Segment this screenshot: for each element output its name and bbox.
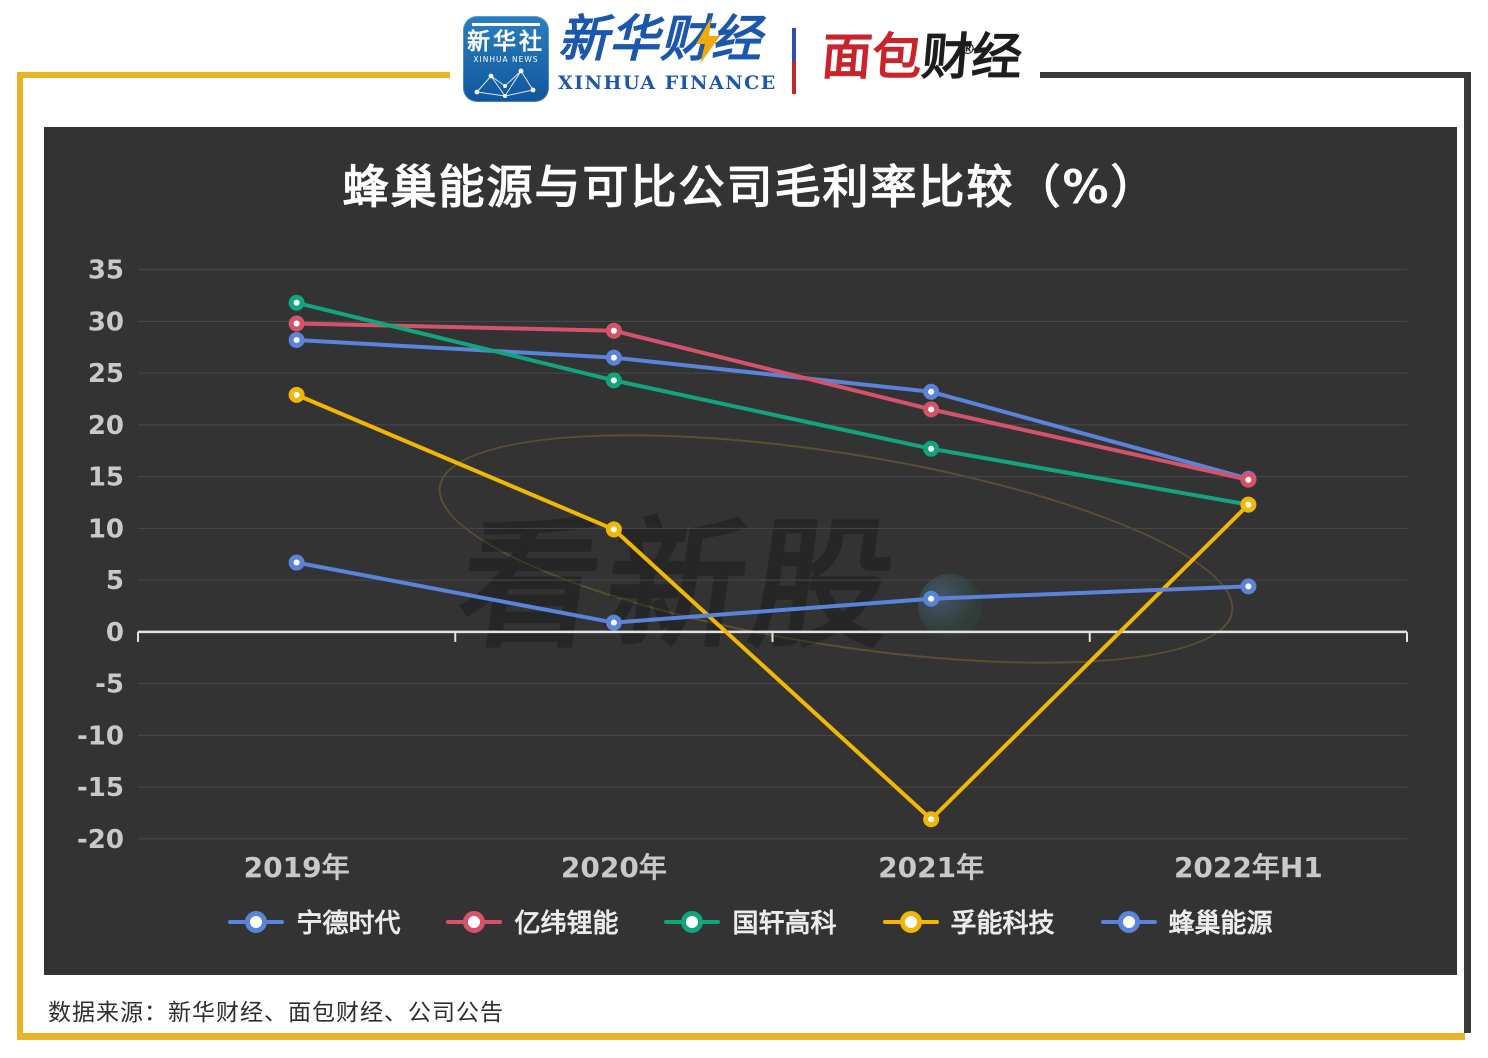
legend-marker-line <box>664 910 721 933</box>
legend-label: 国轩高科 <box>732 909 837 939</box>
y-tick-label: -15 <box>77 773 124 803</box>
legend-marker-dot <box>681 910 704 933</box>
legend: 宁德时代 亿纬锂能 国轩高科 孚能科技 蜂巢能源 <box>44 903 1457 940</box>
series-line <box>294 338 1251 481</box>
y-tick-label: 20 <box>88 411 124 441</box>
legend-label: 蜂巢能源 <box>1168 909 1273 939</box>
y-tick-label: 30 <box>88 307 124 337</box>
legend-marker-line <box>446 910 503 933</box>
data-source: 数据来源：新华财经、面包财经、公司公告 <box>48 1000 504 1026</box>
y-tick-label: 35 <box>88 256 124 286</box>
legend-marker-line <box>228 910 285 933</box>
logo-divider <box>792 28 796 94</box>
xinhua-finance-en-label: XINHUA FINANCE <box>558 72 777 94</box>
data-point-center <box>928 595 935 602</box>
frame-border-top-left <box>17 72 450 78</box>
xinhua-news-app-logo: 新华社 XINHUA NEWS <box>463 16 549 102</box>
y-tick-label: -10 <box>77 721 124 751</box>
line-chart: 35 30 25 20 15 10 5 0 -5 -10 -15 -20 2019年 2020年 2021年… <box>77 256 1408 884</box>
legend-item: 孚能科技 <box>882 903 1055 940</box>
x-tick-label: 2021年 <box>878 851 984 884</box>
legend-marker-line <box>882 910 939 933</box>
legend-marker-dot <box>463 910 486 933</box>
xinhua-news-cn-label: 新华社 <box>467 29 545 55</box>
data-point-center <box>928 816 935 823</box>
mianbao-red-label: 面包 <box>819 28 925 86</box>
y-tick-label: 10 <box>88 514 124 544</box>
data-point-center <box>928 445 935 452</box>
data-point-center <box>928 388 935 395</box>
xinhua-news-en-label: XINHUA NEWS <box>473 55 539 64</box>
data-point-center <box>1245 583 1252 590</box>
legend-item: 亿纬锂能 <box>446 903 618 940</box>
series-line <box>294 560 1251 625</box>
frame-border-right <box>1464 72 1471 1033</box>
chart-title: 蜂巢能源与可比公司毛利率比较（%） <box>342 160 1159 214</box>
y-tick-label: 15 <box>88 463 124 493</box>
data-point-center <box>293 299 300 306</box>
y-tick-label: -20 <box>77 825 124 855</box>
xinhua-finance-cn-label: 新华财经 <box>558 9 762 68</box>
legend-marker-dot <box>1117 910 1140 933</box>
data-point-center <box>610 327 617 334</box>
series-line <box>294 321 1251 482</box>
data-point-center <box>610 377 617 384</box>
data-point-center <box>293 320 300 327</box>
legend-marker-line <box>1100 910 1157 933</box>
x-tick-label: 2022年H1 <box>1174 851 1323 884</box>
frame-border-bottom <box>17 1033 1465 1040</box>
chart-panel: 蜂巢能源与可比公司毛利率比较（%） 看新股 35 30 25 20 15 10 5 0 -5 -1… <box>44 127 1457 975</box>
legend-marker-dot <box>245 910 268 933</box>
legend-item: 蜂巢能源 <box>1100 903 1273 940</box>
y-tick-label: 0 <box>106 618 124 648</box>
legend-label: 宁德时代 <box>296 909 401 939</box>
data-point-center <box>610 619 617 626</box>
logo-top-bar <box>472 23 540 26</box>
data-point-center <box>293 559 300 566</box>
series-line <box>294 300 1251 507</box>
xinhua-finance-logo: 新华财经 XINHUA FINANCE <box>558 9 777 95</box>
legend-label: 孚能科技 <box>950 909 1055 939</box>
x-tick-label: 2019年 <box>244 851 350 884</box>
legend-marker-dot <box>899 910 922 933</box>
x-tick-label: 2020年 <box>561 851 667 884</box>
legend-label: 亿纬锂能 <box>514 909 619 939</box>
mianbao-finance-logo: 面包财经 ® <box>819 24 1025 90</box>
network-constellation-icon <box>474 68 536 98</box>
legend-item: 宁德时代 <box>228 903 400 940</box>
data-point-center <box>1245 501 1252 508</box>
data-point-center <box>1245 476 1252 483</box>
y-tick-label: 25 <box>88 359 124 389</box>
frame-border-left <box>17 72 23 1040</box>
y-tick-label: 5 <box>106 566 124 596</box>
lightning-bolt-icon <box>696 18 720 64</box>
data-point-center <box>610 526 617 533</box>
y-tick-label: -5 <box>95 670 124 700</box>
data-point-center <box>293 337 300 344</box>
data-point-center <box>610 354 617 361</box>
data-point-center <box>928 406 935 413</box>
series-line <box>294 392 1251 822</box>
data-point-center <box>293 391 300 398</box>
legend-item: 国轩高科 <box>664 903 837 940</box>
frame-border-top-right <box>1040 72 1471 78</box>
